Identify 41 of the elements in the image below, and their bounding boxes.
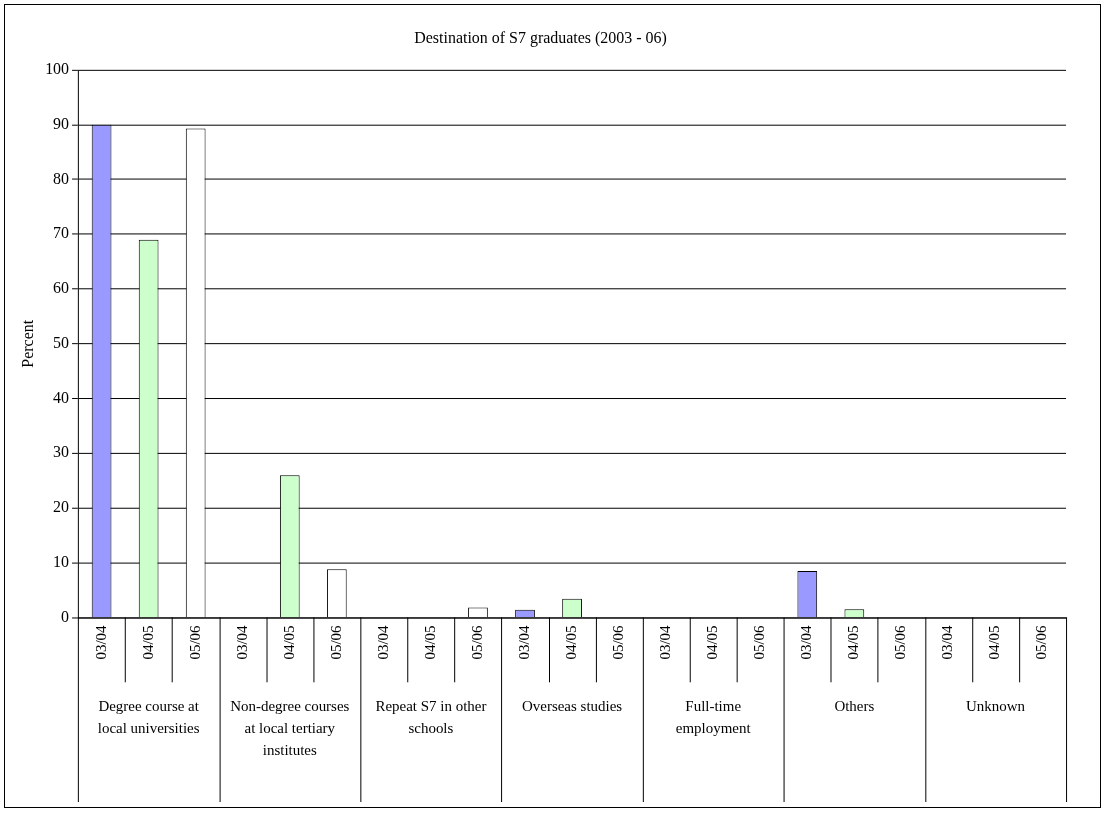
y-tick-label: 0 bbox=[61, 607, 70, 625]
y-tick-label: 70 bbox=[53, 224, 70, 242]
text: 04/05 bbox=[845, 625, 862, 660]
x-tick-label: Repeat S7 in other schools bbox=[375, 697, 487, 736]
x-tick-label: Full-time employment bbox=[675, 697, 752, 736]
text: 03/04 bbox=[515, 625, 532, 660]
text: 04/05 bbox=[280, 625, 297, 660]
text: 05/06 bbox=[892, 625, 909, 660]
text: 04/05 bbox=[704, 625, 721, 660]
text: 05/06 bbox=[1033, 625, 1050, 660]
text: 04/05 bbox=[986, 625, 1003, 660]
y-axis-title: Percent bbox=[18, 319, 36, 368]
y-tick-label: 20 bbox=[53, 498, 70, 516]
text: 05/06 bbox=[327, 625, 344, 660]
x-tick-label: Non-degree courses at local tertiary institutes bbox=[230, 697, 350, 758]
text: 03/04 bbox=[939, 625, 956, 660]
text: 03/04 bbox=[374, 625, 391, 660]
x-tick-label: Unknown bbox=[965, 697, 1026, 714]
x-tick-label: Others bbox=[834, 697, 875, 714]
text: 05/06 bbox=[751, 625, 768, 660]
y-tick-label: 50 bbox=[53, 333, 70, 351]
text: 04/05 bbox=[139, 625, 156, 660]
y-tick-label: 10 bbox=[53, 552, 70, 570]
x-tick-label: Overseas studies bbox=[522, 697, 623, 714]
y-tick-label: 80 bbox=[53, 169, 70, 187]
x-tick-label: Degree course at local universities bbox=[97, 697, 200, 736]
y-tick-label: 30 bbox=[53, 443, 70, 461]
text: 03/04 bbox=[657, 625, 674, 660]
chart-title: Destination of S7 graduates (2003 - 06) bbox=[414, 28, 667, 47]
text: 05/06 bbox=[610, 625, 627, 660]
y-tick-label: 100 bbox=[45, 60, 70, 78]
y-tick-label: 90 bbox=[53, 114, 70, 132]
text: 05/06 bbox=[186, 624, 203, 660]
text: 03/04 bbox=[798, 625, 815, 660]
y-tick-label: 40 bbox=[53, 388, 70, 406]
text: 04/05 bbox=[421, 625, 438, 660]
y-tick-label: 60 bbox=[53, 279, 70, 297]
text: 05/06 bbox=[468, 625, 485, 660]
text: 03/04 bbox=[92, 624, 109, 660]
text: 03/04 bbox=[233, 625, 250, 660]
text: 04/05 bbox=[562, 625, 579, 660]
